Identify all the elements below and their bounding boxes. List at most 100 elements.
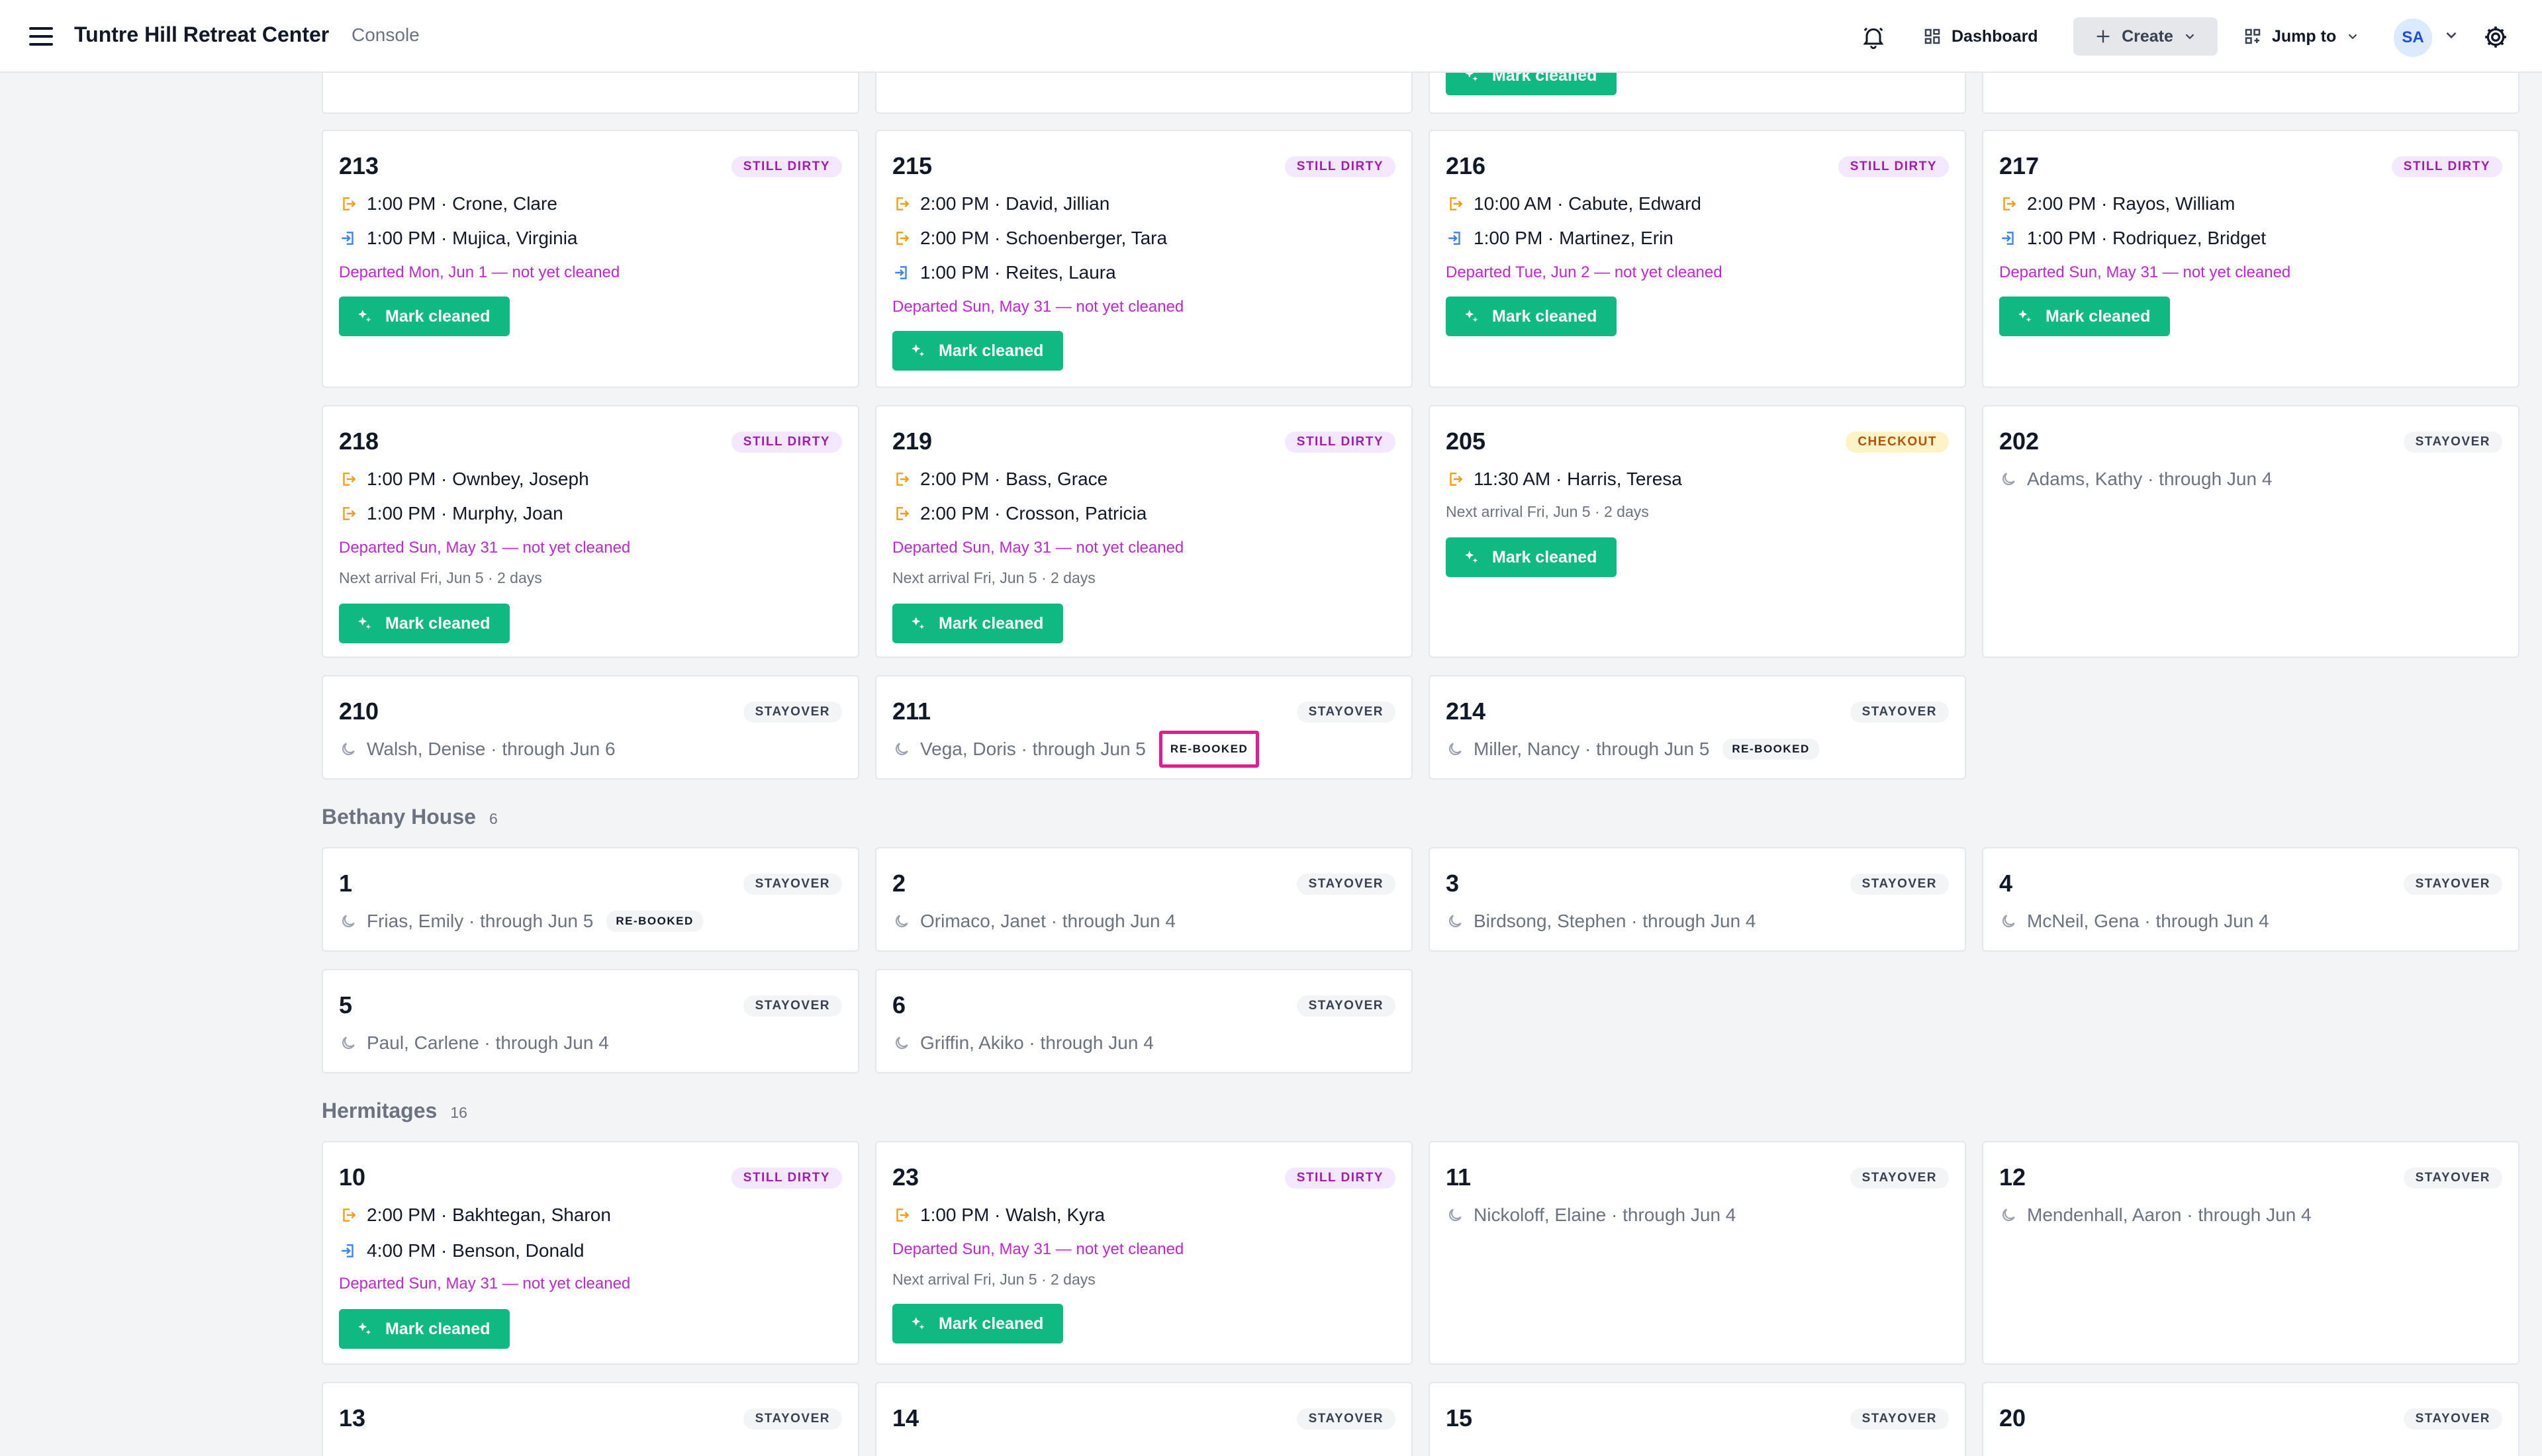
room-number: 15 [1446,1404,1473,1432]
mark-cleaned-button[interactable]: Mark cleaned [1999,296,2170,336]
departure-row: 2:00 PM · Crosson, Patricia [892,502,1147,525]
dirty-note: Departed Sun, May 31 — not yet cleaned [1999,263,2291,281]
dashboard-button[interactable]: Dashboard [1912,17,2049,56]
section-title-bethany-house: Bethany House 6 [322,805,498,829]
room-card-2[interactable]: 2 STAYOVER Orimaco, Janet · through Jun … [875,847,1413,952]
status-badge: CHECKOUT [1846,432,1949,453]
status-badge: STAYOVER [2403,1167,2502,1189]
room-card-211[interactable]: 211 STAYOVER Vega, Doris · through Jun 5… [875,675,1413,780]
settings-gear-icon[interactable] [2478,20,2513,54]
status-badge: STAYOVER [1850,1408,1949,1430]
room-card-217[interactable]: 217 STILL DIRTY 2:00 PM · Rayos, William… [1982,130,2519,388]
room-card-205[interactable]: 205 CHECKOUT 11:30 AM · Harris, Teresa N… [1429,405,1966,658]
arrival-row: 1:00 PM · Rodriquez, Bridget [1999,226,2266,250]
arrival-text: 4:00 PM · Benson, Donald [367,1240,585,1261]
room-card-215[interactable]: 215 STILL DIRTY 2:00 PM · David, Jillian… [875,130,1413,388]
room-card-218[interactable]: 218 STILL DIRTY 1:00 PM · Ownbey, Joseph… [322,405,859,658]
stayover-row: Birdsong, Stephen · through Jun 4 [1446,909,1756,933]
room-number: 12 [1999,1163,2026,1191]
sparkle-icon [910,1315,927,1332]
checkin-arrow-icon [2000,230,2017,247]
create-button[interactable]: Create [2073,17,2218,56]
departure-text: 1:00 PM · Ownbey, Joseph [367,469,589,489]
room-card-13[interactable]: 13 STAYOVER [322,1382,859,1456]
moon-icon [340,741,357,758]
moon-icon [2000,913,2017,930]
status-badge: STILL DIRTY [1284,432,1395,453]
mark-cleaned-label: Mark cleaned [385,306,491,326]
status-badge: STAYOVER [743,995,842,1017]
jump-to-button[interactable]: Jump to [2232,17,2371,56]
checkout-arrow-icon [893,230,910,247]
departure-row: 10:00 AM · Cabute, Edward [1446,192,1701,216]
mark-cleaned-button[interactable]: Mark cleaned [339,296,510,336]
mark-cleaned-button[interactable]: Mark cleaned [892,331,1063,371]
stayover-text: Walsh, Denise · through Jun 6 [367,739,616,759]
stayover-row: Adams, Kathy · through Jun 4 [1999,467,2272,491]
sparkle-icon [356,308,373,325]
checkout-arrow-icon [340,505,357,522]
room-card-23[interactable]: 23 STILL DIRTY 1:00 PM · Walsh, Kyra Dep… [875,1141,1413,1365]
room-number: 218 [339,428,379,455]
mark-cleaned-label: Mark cleaned [939,614,1044,633]
mark-cleaned-button[interactable]: Mark cleaned [1446,296,1617,336]
arrival-row: 1:00 PM · Mujica, Virginia [339,226,578,250]
status-badge: STAYOVER [1296,995,1395,1017]
room-card-219[interactable]: 219 STILL DIRTY 2:00 PM · Bass, Grace 2:… [875,405,1413,658]
mark-cleaned-label: Mark cleaned [1492,306,1597,326]
mark-cleaned-button[interactable]: Mark cleaned [892,1304,1063,1343]
account-chevron-down-icon[interactable] [2443,26,2460,44]
room-card-10[interactable]: 10 STILL DIRTY 2:00 PM · Bakhtegan, Shar… [322,1141,859,1365]
mark-cleaned-button[interactable]: Mark cleaned [892,604,1063,643]
menu-icon[interactable] [25,21,57,52]
mark-cleaned-button[interactable]: Mark cleaned [1446,537,1617,577]
room-card-11[interactable]: 11 STAYOVER Nickoloff, Elaine · through … [1429,1141,1966,1365]
room-card-5[interactable]: 5 STAYOVER Paul, Carlene · through Jun 4 [322,969,859,1073]
sparkle-icon [910,615,927,632]
status-badge: STAYOVER [743,874,842,895]
stayover-text: Miller, Nancy · through Jun 5 [1474,739,1710,759]
room-card-1[interactable]: 1 STAYOVER Frias, Emily · through Jun 5 R… [322,847,859,952]
stayover-text: Orimaco, Janet · through Jun 4 [920,911,1176,931]
room-card-4[interactable]: 4 STAYOVER McNeil, Gena · through Jun 4 [1982,847,2519,952]
stayover-text: Nickoloff, Elaine · through Jun 4 [1474,1205,1736,1225]
jump-grid-icon [2245,28,2261,44]
room-card-15[interactable]: 15 STAYOVER [1429,1382,1966,1456]
arrival-row: 1:00 PM · Reites, Laura [892,261,1116,285]
stayover-row: Walsh, Denise · through Jun 6 [339,737,616,761]
room-card-213[interactable]: 213 STILL DIRTY 1:00 PM · Crone, Clare 1… [322,130,859,388]
departure-text: 1:00 PM · Walsh, Kyra [920,1205,1106,1225]
mark-cleaned-button[interactable]: Mark cleaned [339,604,510,643]
status-badge: STAYOVER [2403,874,2502,895]
rebooked-badge-highlighted[interactable]: RE-BOOKED [1158,731,1260,768]
sparkle-icon [356,1320,373,1338]
room-card-12[interactable]: 12 STAYOVER Mendenhall, Aaron · through … [1982,1141,2519,1365]
departure-row: 2:00 PM · David, Jillian [892,192,1109,216]
notifications-bell-icon[interactable] [1856,20,1891,54]
mark-cleaned-label: Mark cleaned [939,341,1044,360]
stayover-text: Griffin, Akiko · through Jun 4 [920,1032,1154,1053]
room-number: 3 [1446,870,1460,897]
stayover-text: Paul, Carlene · through Jun 4 [367,1032,609,1053]
sparkle-icon [2016,308,2034,325]
room-number: 10 [339,1163,366,1191]
stayover-row: Miller, Nancy · through Jun 5 RE-BOOKED [1446,737,1819,761]
room-card-210[interactable]: 210 STAYOVER Walsh, Denise · through Jun… [322,675,859,780]
room-card-20[interactable]: 20 STAYOVER [1982,1382,2519,1456]
status-badge: STILL DIRTY [2391,156,2502,177]
status-badge: STILL DIRTY [731,432,842,453]
room-card-202[interactable]: 202 STAYOVER Adams, Kathy · through Jun … [1982,405,2519,658]
room-card-214[interactable]: 214 STAYOVER Miller, Nancy · through Jun… [1429,675,1966,780]
dirty-note: Departed Sun, May 31 — not yet cleaned [892,539,1184,557]
sparkle-icon [356,615,373,632]
mark-cleaned-button[interactable]: Mark cleaned [339,1309,510,1349]
room-card-216[interactable]: 216 STILL DIRTY 10:00 AM · Cabute, Edwar… [1429,130,1966,388]
room-card-6[interactable]: 6 STAYOVER Griffin, Akiko · through Jun … [875,969,1413,1073]
arrival-text: 1:00 PM · Mujica, Virginia [367,228,578,248]
room-card-14[interactable]: 14 STAYOVER [875,1382,1413,1456]
moon-icon [893,1034,910,1052]
mark-cleaned-label: Mark cleaned [2046,306,2151,326]
user-avatar[interactable]: SA [2394,19,2432,57]
checkout-arrow-icon [893,505,910,522]
room-card-3[interactable]: 3 STAYOVER Birdsong, Stephen · through J… [1429,847,1966,952]
